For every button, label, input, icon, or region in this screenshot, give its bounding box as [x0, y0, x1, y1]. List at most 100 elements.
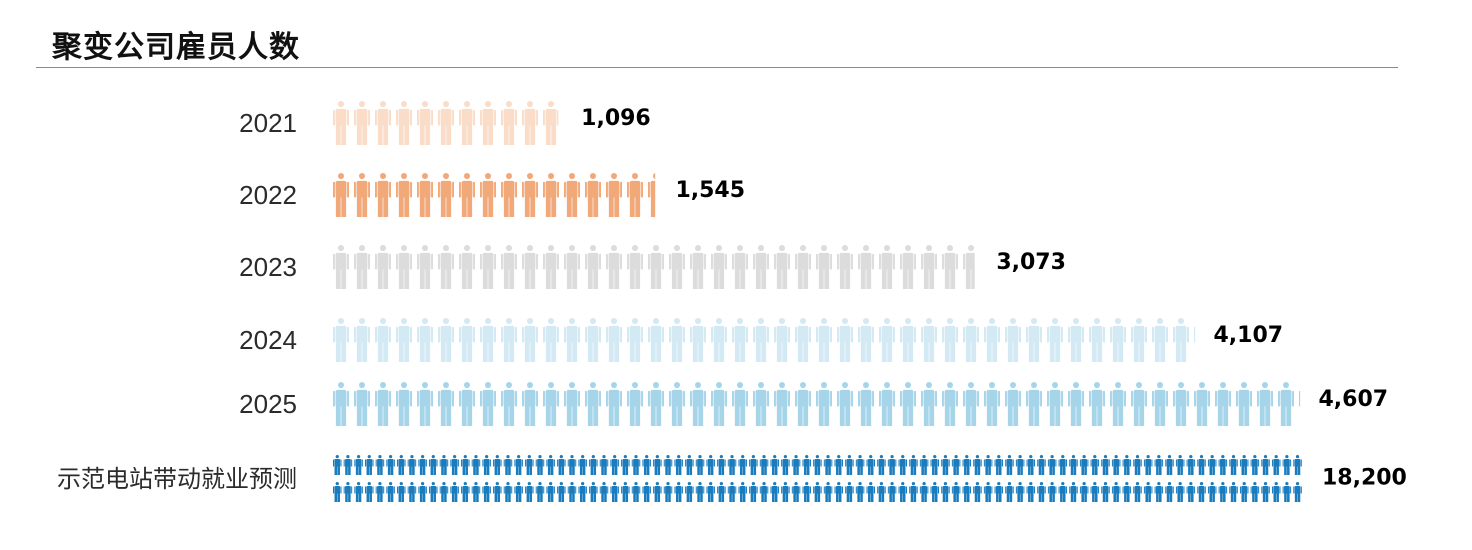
- person-icon: [417, 318, 433, 362]
- person-icon: [802, 455, 811, 475]
- person-icon: [1122, 455, 1132, 475]
- person-icon: [1110, 318, 1126, 362]
- person-icon: [354, 482, 363, 502]
- person-icon: [1101, 482, 1110, 502]
- person-icon: [493, 455, 502, 475]
- person-icon: [1152, 382, 1168, 426]
- person-icon: [1089, 318, 1105, 362]
- person-icon: [1089, 382, 1105, 426]
- person-icon: [480, 318, 496, 362]
- person-icon: [669, 382, 685, 426]
- person-icon: [1143, 455, 1153, 475]
- person-icon: [589, 482, 598, 502]
- bar-row: 2022 1,545: [239, 173, 745, 217]
- person-icon: [503, 455, 513, 475]
- person-icon: [365, 455, 374, 475]
- person-icon: [900, 382, 916, 426]
- person-icon: [732, 382, 748, 426]
- person-icon: [1218, 455, 1228, 475]
- person-icon: [354, 245, 370, 289]
- person-icon-partial: [543, 101, 559, 145]
- person-icon: [627, 173, 643, 217]
- value-label: 1,096: [581, 106, 651, 131]
- person-icon: [983, 482, 993, 502]
- person-icon: [816, 245, 832, 289]
- person-icon: [795, 382, 811, 426]
- person-icon: [567, 482, 577, 502]
- person-icon: [1026, 482, 1036, 502]
- person-icon: [941, 455, 950, 475]
- person-icon: [738, 455, 747, 475]
- person-icon: [525, 455, 534, 475]
- person-icon: [1278, 382, 1294, 426]
- chart-title: 聚变公司雇员人数: [52, 30, 300, 65]
- person-icon: [1068, 382, 1084, 426]
- person-icon: [606, 245, 622, 289]
- category-label: 2021: [239, 108, 297, 138]
- person-icon: [669, 245, 685, 289]
- person-icon: [732, 318, 748, 362]
- person-icon: [781, 482, 790, 502]
- person-icon: [1236, 382, 1252, 426]
- person-icon: [759, 482, 769, 502]
- person-icon: [564, 245, 580, 289]
- person-icon: [1026, 455, 1036, 475]
- person-icon: [397, 482, 406, 502]
- person-icon: [837, 318, 853, 362]
- person-icon: [858, 382, 874, 426]
- person-icon: [438, 101, 454, 145]
- person-icon: [1152, 318, 1168, 362]
- person-icon: [354, 382, 370, 426]
- person-icon: [631, 482, 641, 502]
- person-icon: [522, 101, 538, 145]
- bar-row: 2023 3,073: [239, 245, 1066, 289]
- category-label: 2023: [239, 252, 297, 282]
- person-icon: [1173, 318, 1189, 362]
- person-icon: [1015, 455, 1025, 475]
- person-icon: [589, 455, 598, 475]
- person-icon: [1261, 455, 1270, 475]
- person-icon: [610, 482, 619, 502]
- person-icon: [837, 245, 853, 289]
- person-icon: [1133, 482, 1142, 502]
- person-icon: [501, 382, 517, 426]
- person-icon: [480, 245, 496, 289]
- person-icon: [461, 455, 470, 475]
- person-icon: [1047, 455, 1057, 475]
- person-icon: [994, 482, 1004, 502]
- person-icon: [1271, 455, 1281, 475]
- person-icon: [482, 455, 491, 475]
- person-icon: [407, 455, 417, 475]
- person-icon: [606, 382, 622, 426]
- person-icon: [711, 382, 727, 426]
- person-icon: [514, 455, 523, 475]
- person-icon: [1047, 382, 1063, 426]
- category-label: 2025: [239, 389, 297, 419]
- person-icon: [795, 245, 811, 289]
- person-icon: [1250, 482, 1260, 502]
- person-icon: [501, 318, 517, 362]
- person-icon: [482, 482, 491, 502]
- person-icon: [522, 173, 538, 217]
- person-icon: [813, 455, 822, 475]
- person-icon: [690, 318, 706, 362]
- person-icon: [1229, 455, 1238, 475]
- person-icon: [877, 482, 886, 502]
- person-icon: [1175, 482, 1185, 502]
- person-icon: [984, 382, 1000, 426]
- person-icon: [877, 455, 886, 475]
- person-icon: [418, 455, 427, 475]
- person-icon: [855, 455, 865, 475]
- person-icon: [418, 482, 427, 502]
- person-icon: [1271, 482, 1281, 502]
- person-icon: [557, 455, 566, 475]
- person-icon: [900, 245, 916, 289]
- person-icon: [1250, 455, 1260, 475]
- person-icon: [606, 318, 622, 362]
- person-icon: [585, 173, 601, 217]
- person-icon: [375, 173, 391, 217]
- person-icon: [837, 382, 853, 426]
- person-icon: [480, 382, 496, 426]
- person-icon: [749, 482, 758, 502]
- person-icon: [1079, 455, 1089, 475]
